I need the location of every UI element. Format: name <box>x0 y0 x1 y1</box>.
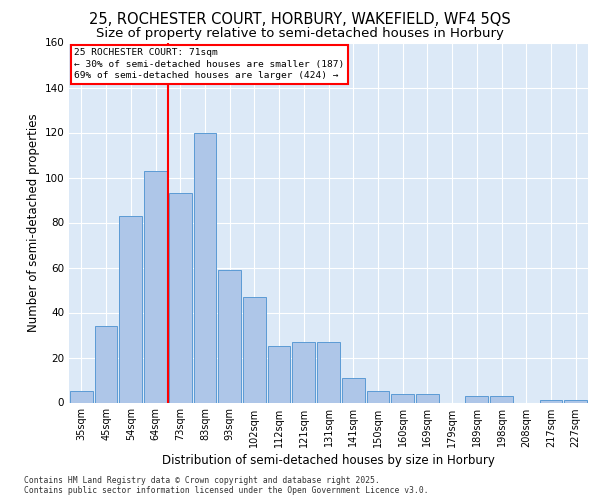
Bar <box>490 396 513 402</box>
X-axis label: Distribution of semi-detached houses by size in Horbury: Distribution of semi-detached houses by … <box>162 454 495 467</box>
Bar <box>70 391 93 402</box>
Bar <box>218 270 241 402</box>
Bar <box>292 342 315 402</box>
Bar <box>317 342 340 402</box>
Bar <box>367 391 389 402</box>
Bar <box>268 346 290 403</box>
Text: 25 ROCHESTER COURT: 71sqm
← 30% of semi-detached houses are smaller (187)
69% of: 25 ROCHESTER COURT: 71sqm ← 30% of semi-… <box>74 48 344 80</box>
Bar <box>391 394 414 402</box>
Bar <box>539 400 562 402</box>
Bar <box>194 132 216 402</box>
Text: Size of property relative to semi-detached houses in Horbury: Size of property relative to semi-detach… <box>96 28 504 40</box>
Y-axis label: Number of semi-detached properties: Number of semi-detached properties <box>27 113 40 332</box>
Text: Contains HM Land Registry data © Crown copyright and database right 2025.
Contai: Contains HM Land Registry data © Crown c… <box>24 476 428 495</box>
Bar <box>466 396 488 402</box>
Bar <box>342 378 365 402</box>
Text: 25, ROCHESTER COURT, HORBURY, WAKEFIELD, WF4 5QS: 25, ROCHESTER COURT, HORBURY, WAKEFIELD,… <box>89 12 511 28</box>
Bar <box>95 326 118 402</box>
Bar <box>416 394 439 402</box>
Bar <box>119 216 142 402</box>
Bar <box>169 193 191 402</box>
Bar <box>243 296 266 403</box>
Bar <box>144 171 167 402</box>
Bar <box>564 400 587 402</box>
